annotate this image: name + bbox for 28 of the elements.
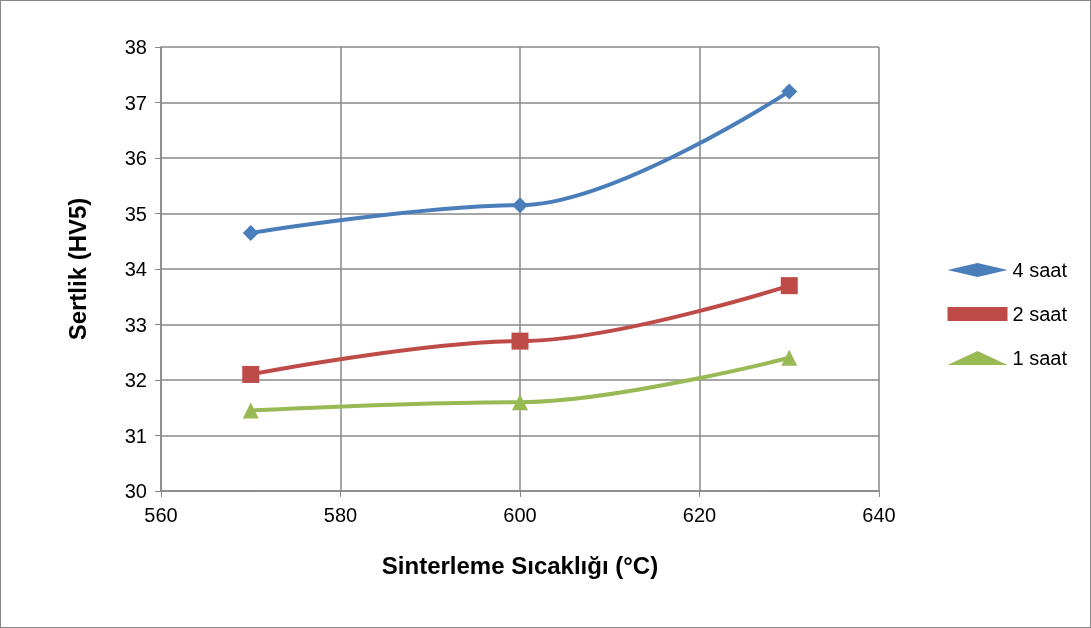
- y-tick-label: 31: [124, 424, 147, 447]
- point: [512, 394, 528, 411]
- y-tick-label: 37: [124, 91, 147, 114]
- point: [242, 365, 260, 383]
- y-tick-label: 36: [124, 147, 147, 169]
- legend-label: 2 saat: [1012, 303, 1068, 325]
- y-tick-label: 38: [124, 36, 147, 58]
- point: [781, 349, 798, 366]
- x-tick-label: 600: [503, 504, 537, 526]
- x-tick-label: 580: [323, 504, 358, 526]
- legend-label: 1 saat: [1012, 347, 1068, 369]
- y-tick-label: 35: [124, 202, 147, 225]
- x-tick-label: 560: [144, 504, 178, 526]
- y-tick-label: 33: [124, 313, 147, 336]
- legend-label: 4 saat: [1012, 259, 1068, 281]
- point: [781, 83, 798, 100]
- point: [511, 332, 529, 350]
- point: [242, 224, 259, 241]
- y-tick-label: 30: [124, 480, 147, 502]
- point: [780, 277, 798, 295]
- x-tick-label: 620: [682, 504, 717, 526]
- point: [512, 197, 528, 214]
- y-axis-title: Sertlik (HV5): [63, 197, 91, 341]
- x-tick-label: 640: [862, 504, 896, 526]
- point: [242, 402, 259, 419]
- y-tick-label: 32: [124, 369, 147, 391]
- x-axis-title: Sinterleme Sıcaklığı (°C): [381, 551, 659, 579]
- y-tick-label: 34: [124, 258, 147, 280]
